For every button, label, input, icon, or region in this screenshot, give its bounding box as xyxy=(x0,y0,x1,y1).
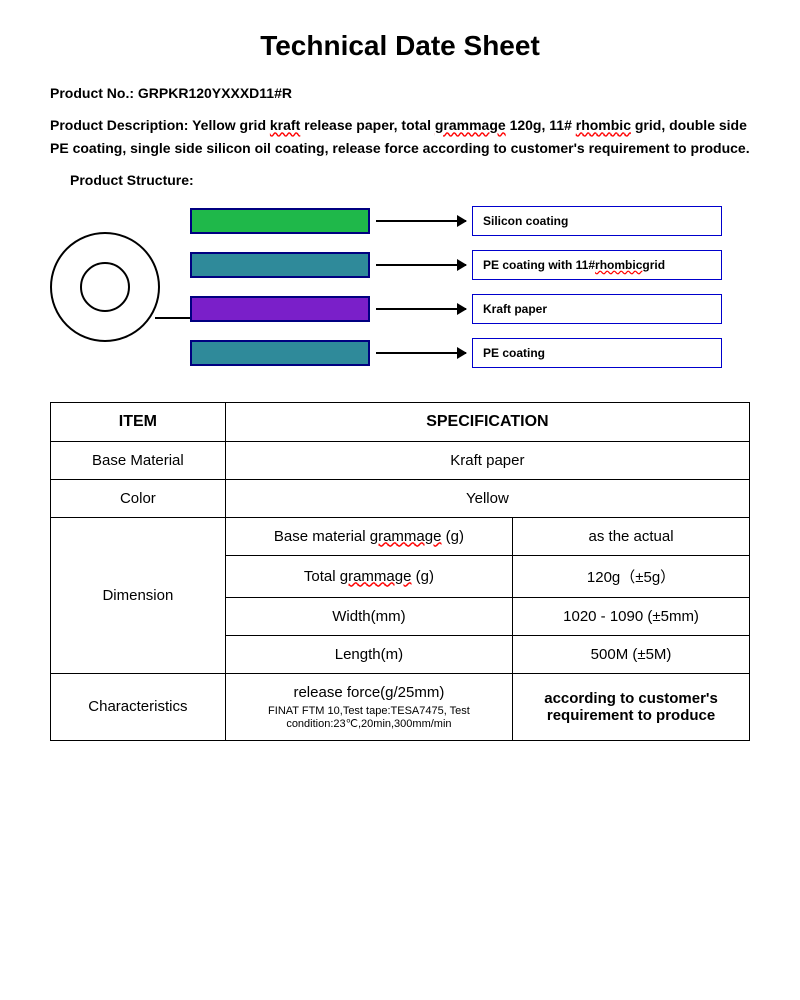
desc-rhombic: rhombic xyxy=(576,117,631,133)
th-item: ITEM xyxy=(51,402,226,441)
desc-label: Product Description: xyxy=(50,117,192,133)
layer-bar xyxy=(190,340,370,366)
layer-bar xyxy=(190,208,370,234)
cell-char-label: release force(g/25mm) FINAT FTM 10,Test … xyxy=(225,673,512,740)
spec-table: ITEM SPECIFICATION Base Material Kraft p… xyxy=(50,402,750,741)
cell-dim3-value: 500M (±5M) xyxy=(513,635,750,673)
cell-dim1-value: 120g（±5g） xyxy=(513,555,750,597)
row-characteristics: Characteristics release force(g/25mm) FI… xyxy=(51,673,750,740)
row-dim-0: Dimension Base material grammage (g) as … xyxy=(51,517,750,555)
desc-kraft: kraft xyxy=(270,117,300,133)
desc-t2: release paper, total xyxy=(300,117,435,133)
page-title: Technical Date Sheet xyxy=(50,30,750,62)
cell-dim1-label: Total grammage (g) xyxy=(225,555,512,597)
arrow-icon xyxy=(376,264,466,266)
product-no-line: Product No.: GRPKR120YXXXD11#R xyxy=(50,82,750,104)
product-desc: Product Description: Yellow grid kraft r… xyxy=(50,114,750,159)
cell-dim3-label: Length(m) xyxy=(225,635,512,673)
cell-dim0-value: as the actual xyxy=(513,517,750,555)
desc-grammage: grammage xyxy=(435,117,506,133)
layer-row: Silicon coating xyxy=(190,202,750,240)
arrow-icon xyxy=(376,220,466,222)
layer-label: PE coating with 11# rhombic grid xyxy=(472,250,722,280)
cell-dim2-value: 1020 - 1090 (±5mm) xyxy=(513,597,750,635)
cell-dim2-label: Width(mm) xyxy=(225,597,512,635)
cell-base-material-value: Kraft paper xyxy=(225,441,749,479)
structure-diagram: Silicon coating PE coating with 11# rhomb… xyxy=(50,202,750,382)
cell-color-value: Yellow xyxy=(225,479,749,517)
cell-dimension-item: Dimension xyxy=(51,517,226,673)
product-no-label: Product No.: xyxy=(50,85,138,101)
arrow-icon xyxy=(376,352,466,354)
layer-row: Kraft paper xyxy=(190,290,750,328)
row-color: Color Yellow xyxy=(51,479,750,517)
arrow-icon xyxy=(376,308,466,310)
cell-dim0-label: Base material grammage (g) xyxy=(225,517,512,555)
table-header-row: ITEM SPECIFICATION xyxy=(51,402,750,441)
layer-label: PE coating xyxy=(472,338,722,368)
layers-container: Silicon coating PE coating with 11# rhomb… xyxy=(190,202,750,378)
layer-label: Kraft paper xyxy=(472,294,722,324)
desc-t3: 120g, 11# xyxy=(506,117,576,133)
product-no-value: GRPKR120YXXXD11#R xyxy=(138,85,292,101)
row-base-material: Base Material Kraft paper xyxy=(51,441,750,479)
layer-label: Silicon coating xyxy=(472,206,722,236)
th-spec: SPECIFICATION xyxy=(225,402,749,441)
desc-t1: Yellow grid xyxy=(192,117,270,133)
layer-bar xyxy=(190,296,370,322)
roll-icon xyxy=(50,232,160,342)
layer-row: PE coating xyxy=(190,334,750,372)
layer-bar xyxy=(190,252,370,278)
cell-color-item: Color xyxy=(51,479,226,517)
cell-char-item: Characteristics xyxy=(51,673,226,740)
cell-base-material-item: Base Material xyxy=(51,441,226,479)
structure-label: Product Structure: xyxy=(50,169,750,191)
layer-row: PE coating with 11# rhombic grid xyxy=(190,246,750,284)
cell-char-value: according to customer's requirement to p… xyxy=(513,673,750,740)
